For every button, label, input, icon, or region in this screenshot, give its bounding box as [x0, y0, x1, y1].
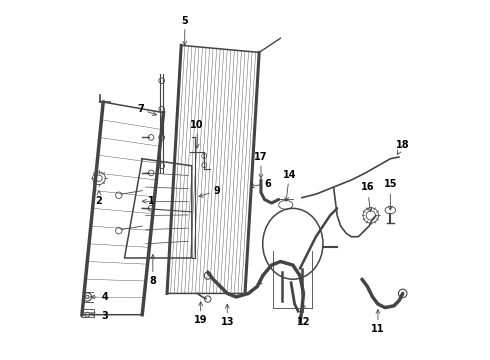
Text: 8: 8: [149, 255, 156, 286]
Text: 1: 1: [143, 196, 155, 206]
Text: 15: 15: [384, 179, 397, 210]
Text: 11: 11: [371, 310, 385, 334]
Text: 4: 4: [91, 292, 108, 302]
Text: 12: 12: [297, 304, 310, 327]
Text: 17: 17: [254, 152, 268, 178]
Text: 10: 10: [191, 120, 204, 148]
Text: 6: 6: [250, 179, 271, 189]
Text: 19: 19: [194, 302, 207, 325]
Text: 14: 14: [283, 170, 296, 201]
Text: 9: 9: [199, 186, 220, 197]
Text: 7: 7: [137, 104, 156, 116]
Text: 5: 5: [181, 15, 188, 45]
Text: 13: 13: [220, 304, 234, 327]
Text: 16: 16: [361, 182, 374, 212]
Text: 18: 18: [396, 140, 410, 154]
Text: 3: 3: [91, 311, 108, 321]
Text: 2: 2: [96, 191, 102, 206]
